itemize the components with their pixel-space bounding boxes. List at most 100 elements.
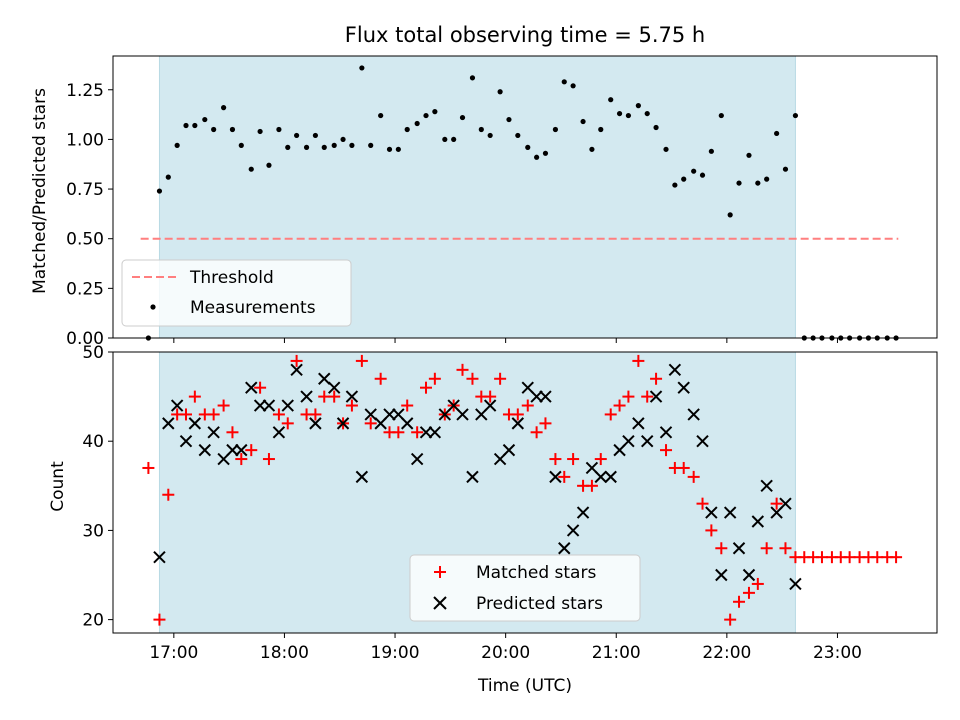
measurement-point — [192, 122, 198, 129]
measurement-point — [294, 132, 300, 139]
predicted-star-point-b — [521, 381, 534, 394]
measurement-point — [469, 75, 476, 81]
matched-star-point — [890, 551, 903, 564]
measurement-point — [663, 146, 669, 152]
measurement-point — [459, 114, 466, 121]
predicted-star-point — [687, 408, 700, 421]
matched-star-point — [188, 390, 201, 403]
predicted-star-point-b — [198, 443, 212, 457]
matched-star-point — [328, 390, 341, 403]
matched-star-point — [632, 354, 645, 367]
bottom-panel: 20 30 40 50 17:00 18:00 19:00 20:00 21:00 22:00 2… — [48, 343, 938, 696]
matched-star-point — [705, 524, 718, 537]
matched-star-point — [411, 426, 424, 439]
predicted-star-point-b — [502, 443, 516, 457]
measurement-point — [303, 144, 310, 150]
matched-star-point — [428, 372, 441, 385]
predicted-star-point — [760, 479, 773, 493]
matched-star-point — [456, 363, 469, 376]
predicted-star-point — [677, 381, 690, 394]
measurement-point — [451, 136, 457, 143]
measurement-point — [525, 144, 531, 150]
predicted-star-point-b — [779, 497, 792, 510]
measurement-point — [442, 136, 448, 143]
measurement-point — [221, 105, 227, 111]
matched-star-point — [401, 399, 414, 412]
predicted-star-point — [188, 417, 202, 430]
measurement-point — [653, 124, 659, 131]
predicted-star-point-b — [235, 443, 248, 457]
predicted-star-point-b — [290, 363, 303, 377]
measurement-point — [598, 126, 604, 133]
predicted-star-point — [410, 452, 424, 466]
predicted-star-point — [622, 434, 635, 448]
measurement-point — [589, 146, 595, 152]
measurement-point — [625, 112, 632, 119]
bottom-x-axis-ticks: 17:00 18:00 19:00 20:00 21:00 22:00 23:00 — [149, 633, 862, 663]
matched-star-point — [355, 354, 368, 367]
matched-star-point — [511, 408, 524, 421]
matched-star-point — [162, 488, 175, 501]
predicted-star-point-b — [549, 470, 562, 484]
x-axis-label: Time (UTC) — [477, 676, 572, 696]
predicted-star-point — [179, 434, 193, 448]
measurement-point — [312, 132, 319, 139]
matched-star-point — [207, 408, 220, 421]
y-tick-label: 30 — [82, 521, 104, 541]
top-y-axis-ticks: 0.00 0.25 0.50 0.75 1.00 1.25 — [66, 81, 113, 349]
predicted-star-point-b — [364, 408, 377, 421]
predicted-star-point — [632, 417, 645, 430]
predicted-star-point — [345, 390, 359, 403]
measurement-point — [423, 112, 429, 119]
predicted-star-point — [483, 399, 497, 412]
predicted-star-point — [355, 470, 369, 484]
predicted-star-point — [696, 434, 709, 448]
predicted-star-point-b — [585, 461, 599, 475]
measurement-point — [774, 130, 780, 137]
matched-star-point — [770, 497, 783, 510]
predicted-star-point-b — [456, 408, 469, 421]
predicted-star-point-b — [732, 542, 746, 555]
matched-star-point — [613, 399, 626, 412]
chart-title: Flux total observing time = 5.75 h — [345, 23, 705, 47]
predicted-star-point — [705, 506, 718, 519]
matched-star-point — [660, 444, 673, 457]
measurement-point — [368, 142, 374, 148]
legend-matched-label: Matched stars — [476, 563, 596, 583]
predicted-star-point-b — [162, 417, 175, 430]
bottom-legend-box — [409, 554, 641, 622]
predicted-star-point-b — [668, 363, 682, 377]
predicted-star-point — [207, 426, 220, 439]
predicted-star-point — [300, 390, 313, 403]
measurement-point — [708, 148, 714, 154]
top-plot-frame — [112, 55, 938, 339]
measurement-point — [635, 103, 641, 109]
matched-star-point — [392, 426, 405, 439]
matched-star-point — [779, 542, 792, 555]
predicted-star-point — [328, 381, 341, 394]
legend-measurements-label: Measurements — [190, 298, 316, 318]
matched-star-point — [733, 595, 746, 608]
measurement-point — [378, 112, 384, 119]
predicted-star-point — [272, 426, 286, 439]
matched-star-point — [345, 399, 358, 412]
matched-star-point — [622, 390, 635, 403]
measurement-point — [432, 109, 438, 115]
measurement-point — [672, 182, 678, 188]
predicted-star-point-b — [410, 452, 424, 466]
legend-threshold-label: Threshold — [189, 268, 274, 288]
matched-star-point — [217, 399, 230, 412]
matched-star-point — [521, 399, 534, 412]
predicted-star-point-b — [318, 372, 331, 385]
measurement-point — [534, 154, 540, 160]
predicted-star-point-b — [188, 417, 202, 430]
predicted-star-point — [383, 408, 396, 421]
measurement-point — [156, 188, 163, 194]
predicted-star-point-b — [466, 470, 479, 484]
predicted-star-point-b — [687, 408, 700, 421]
measurement-point — [404, 126, 410, 133]
matched-star-point — [235, 453, 248, 466]
measurement-point — [331, 142, 337, 148]
predicted-star-point-b — [539, 390, 552, 403]
matched-star-point — [290, 354, 303, 367]
